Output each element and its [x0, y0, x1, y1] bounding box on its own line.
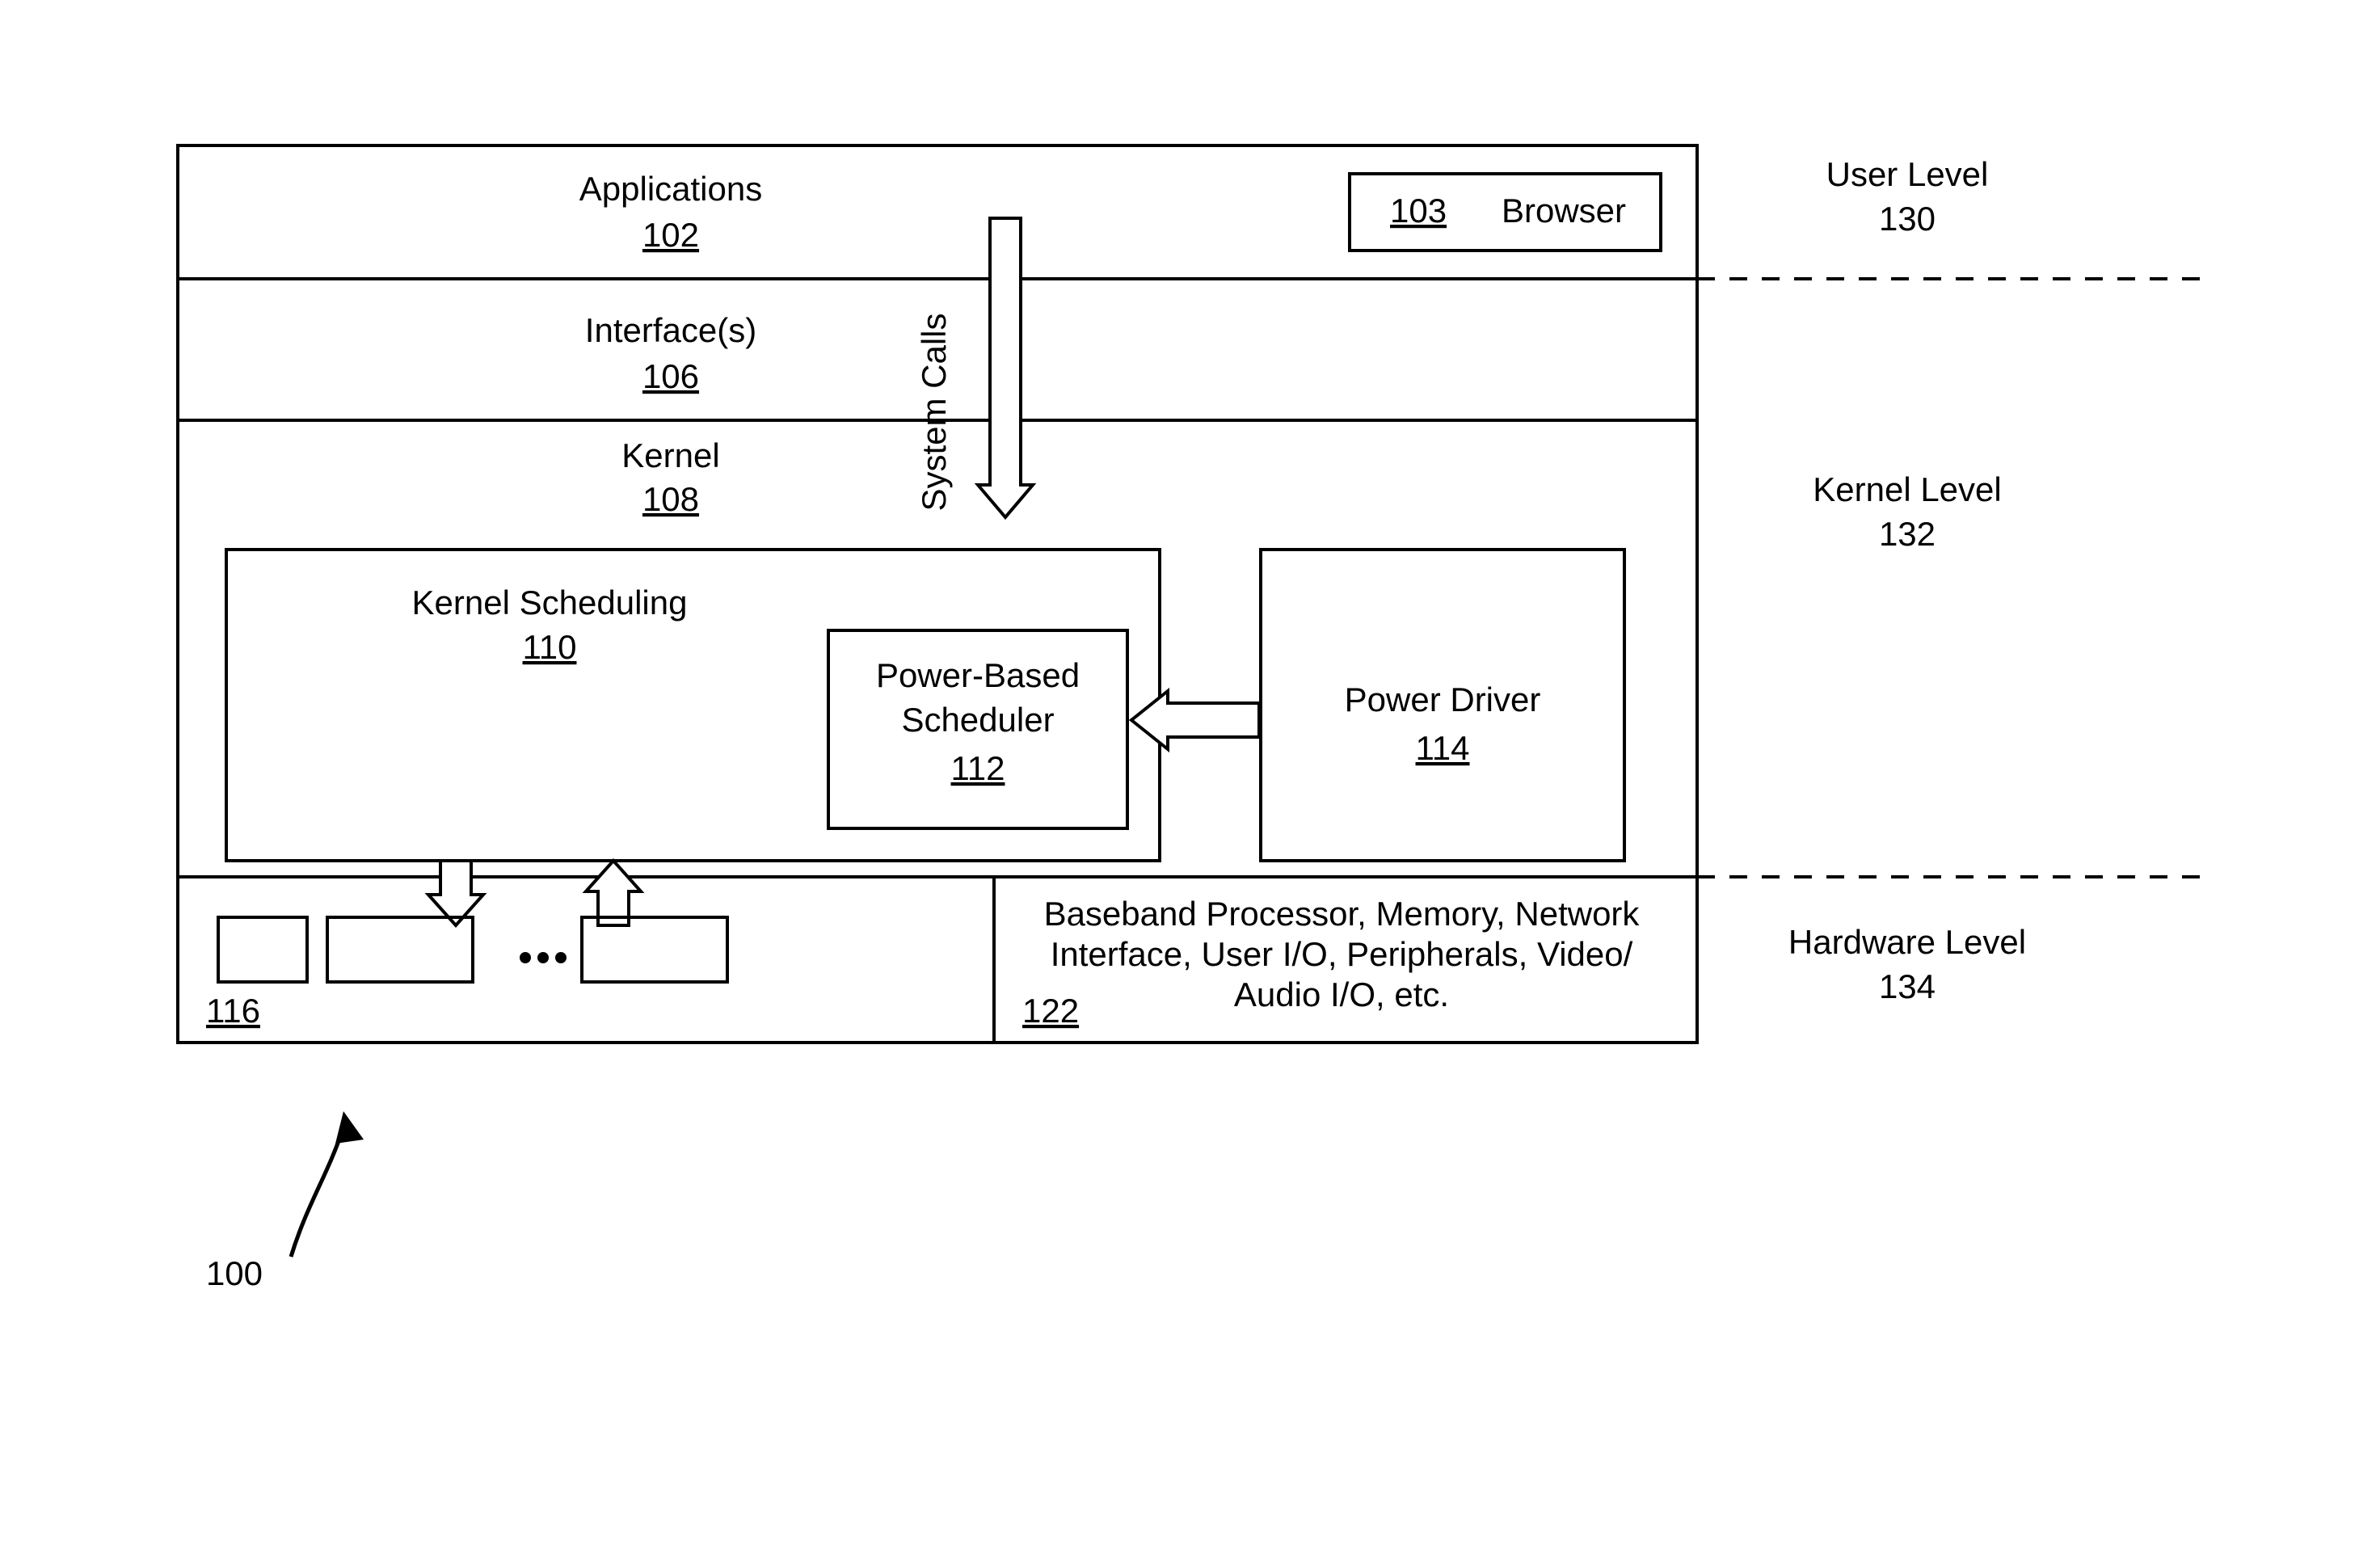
power-driver-label: Power Driver: [1345, 680, 1541, 718]
interfaces-label: Interface(s): [585, 311, 756, 349]
power-scheduler-label1: Power-Based: [876, 656, 1080, 694]
ellipsis-dot: [537, 952, 549, 963]
applications-ref: 102: [642, 216, 699, 254]
ellipsis-dot: [555, 952, 567, 963]
power-driver-ref: 114: [1416, 729, 1470, 767]
figure-ref-label: 100: [206, 1254, 263, 1292]
hw-text-1: Baseband Processor, Memory, Network: [1044, 895, 1641, 933]
level-ref-hardware: 134: [1879, 967, 1936, 1005]
interfaces-ref: 106: [642, 357, 699, 395]
ellipsis-dot: [520, 952, 531, 963]
browser-label: Browser: [1502, 192, 1626, 230]
applications-label: Applications: [579, 170, 762, 208]
kernel-label: Kernel: [621, 436, 719, 474]
hw-text-2: Interface, User I/O, Peripherals, Video/: [1051, 935, 1633, 973]
hw-section-ref: 122: [1022, 992, 1079, 1030]
power-scheduler-label2: Scheduler: [901, 701, 1054, 739]
level-ref-kernel: 132: [1879, 515, 1936, 553]
power-scheduler-ref: 112: [951, 749, 1005, 787]
level-label-user: User Level: [1826, 155, 1989, 193]
level-label-kernel: Kernel Level: [1813, 470, 2001, 508]
browser-ref: 103: [1390, 192, 1447, 230]
level-ref-user: 130: [1879, 200, 1936, 238]
system-calls-label: System Calls: [915, 313, 953, 511]
cpu-section-ref: 116: [206, 992, 260, 1030]
kernel-ref: 108: [642, 480, 699, 518]
kernel-scheduling-label: Kernel Scheduling: [412, 584, 688, 621]
level-label-hardware: Hardware Level: [1788, 923, 2026, 961]
architecture-diagram: User Level 130 Kernel Level 132 Hardware Lev…: [0, 0, 2380, 1542]
kernel-scheduling-ref: 110: [523, 628, 577, 666]
hw-text-3: Audio I/O, etc.: [1234, 975, 1449, 1013]
